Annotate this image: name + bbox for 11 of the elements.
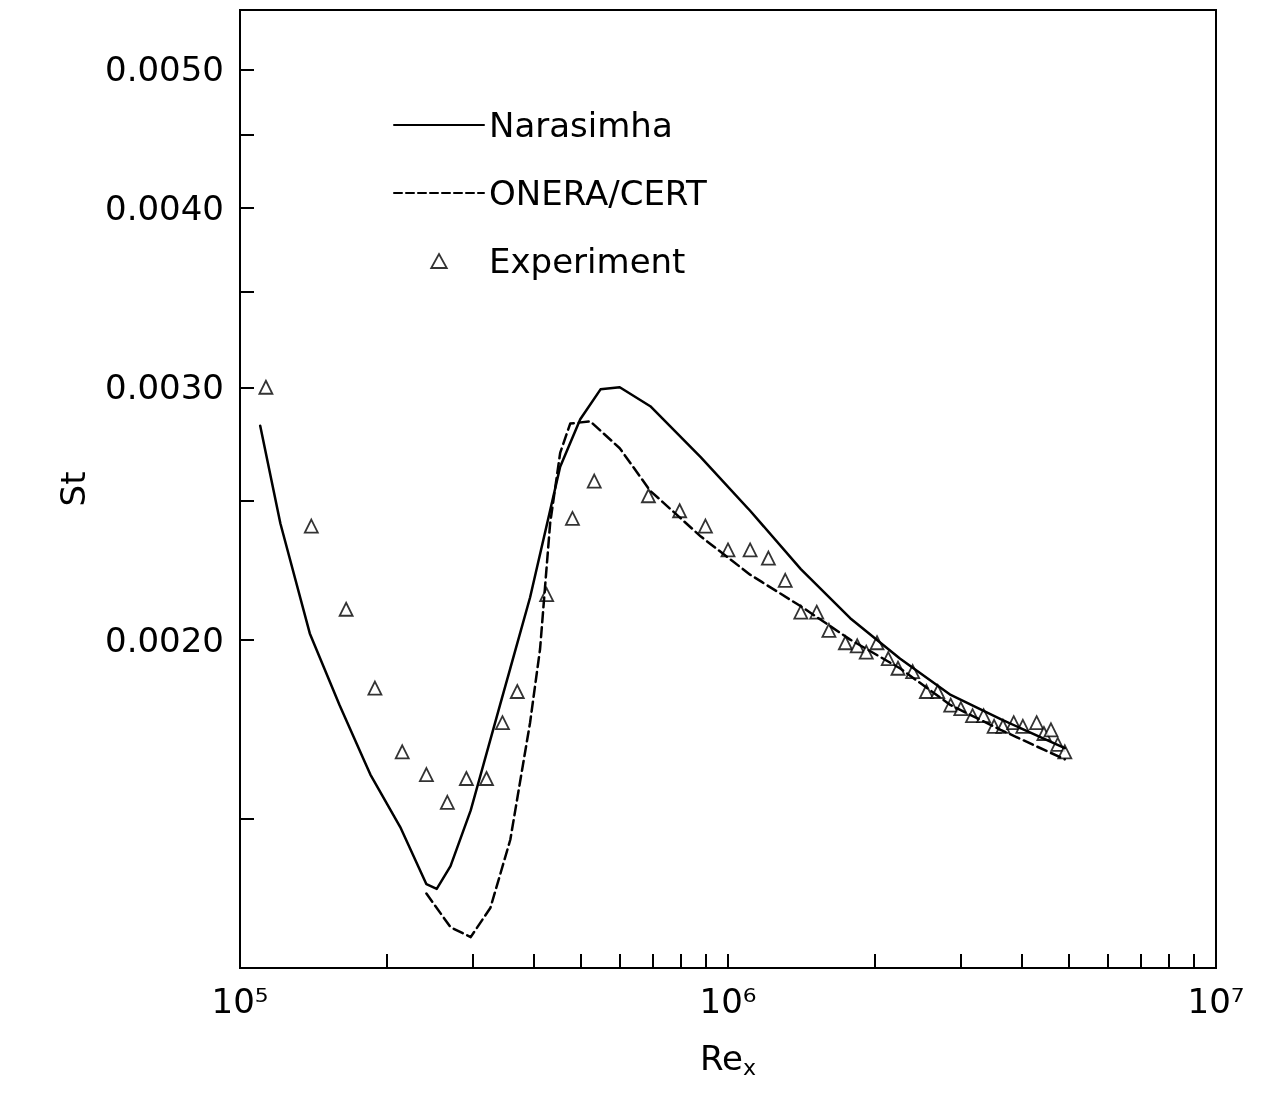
x-tick-label: 10⁵ (211, 981, 269, 1021)
legend-label: Experiment (489, 241, 686, 281)
y-tick-label: 0.0050 (105, 49, 224, 90)
y-axis-title: St (53, 471, 93, 507)
x-tick-label: 10⁶ (699, 981, 757, 1021)
x-tick-label: 10⁷ (1187, 981, 1245, 1021)
y-tick-label: 0.0030 (105, 367, 224, 408)
legend-label: ONERA/CERT (489, 173, 708, 213)
y-tick-label: 0.0040 (105, 188, 224, 229)
y-tick-label: 0.0020 (105, 619, 224, 660)
legend-label: Narasimha (489, 105, 673, 145)
